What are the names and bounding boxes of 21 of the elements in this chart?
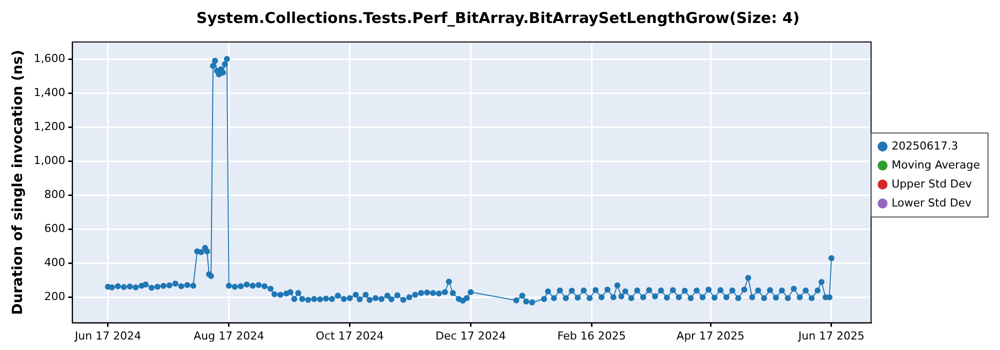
y-tick-label: 800	[44, 188, 66, 202]
y-tick-label: 1,200	[34, 120, 66, 133]
legend-label: Lower Std Dev	[892, 196, 972, 210]
y-tick-label: 400	[44, 256, 66, 270]
chart-title: System.Collections.Tests.Perf_BitArray.BitArraySetLengthGrow(Size: 4)	[196, 8, 800, 27]
x-tick-label: Apr 17 2025	[676, 329, 745, 342]
y-tick-label: 600	[44, 222, 66, 236]
legend-label: Moving Average	[892, 158, 980, 172]
legend-label: Upper Std Dev	[892, 177, 972, 190]
y-tick-label: 1,000	[34, 154, 66, 167]
x-tick-label: Oct 17 2024	[316, 329, 384, 342]
y-tick-label: 1,600	[34, 52, 66, 65]
y-axis-title: Duration of single invocation (ns)	[10, 50, 26, 315]
legend-label: 20250617.3	[892, 139, 958, 152]
x-tick-label: Jun 17 2025	[797, 329, 865, 342]
x-tick-label: Dec 17 2024	[436, 329, 506, 342]
y-tick-label: 200	[44, 290, 66, 304]
x-tick-label: Jun 17 2024	[74, 329, 142, 342]
y-tick-label: 1,400	[34, 86, 66, 99]
x-tick-label: Aug 17 2024	[194, 329, 264, 342]
x-tick-label: Feb 16 2025	[557, 329, 626, 342]
